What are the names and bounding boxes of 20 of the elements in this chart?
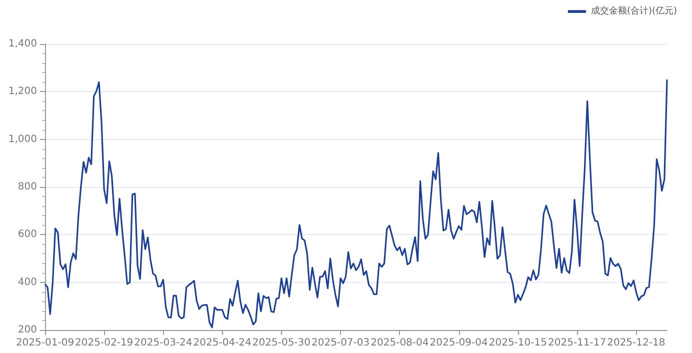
x-tick-label: 2025-04-24 <box>193 338 252 348</box>
x-tick-label: 2025-03-24 <box>134 338 192 348</box>
x-tick-label: 2025-10-15 <box>488 338 547 348</box>
y-tick-label: 1,200 <box>8 86 37 98</box>
y-tick-label: 1,400 <box>8 38 37 50</box>
x-tick-label: 2025-11-17 <box>548 338 606 348</box>
y-tick-label: 1,000 <box>8 134 37 145</box>
legend-label: 成交金额(合计)(亿元) <box>590 6 677 16</box>
line-series <box>44 78 668 328</box>
y-tick-label: 600 <box>18 229 37 240</box>
x-tick-label: 2025-01-09 <box>16 338 74 348</box>
y-tick-label: 400 <box>18 276 37 288</box>
x-tick-label: 2025-07-03 <box>312 338 370 348</box>
x-tick-label: 2025-02-19 <box>75 338 134 348</box>
y-tick-label: 800 <box>18 182 37 192</box>
x-tick-label: 2025-05-30 <box>252 338 311 348</box>
x-tick-label: 2025-12-18 <box>607 338 666 348</box>
x-tick-label: 2025-08-04 <box>370 338 429 348</box>
y-tick-label: 200 <box>18 324 37 336</box>
x-tick-label: 2025-09-04 <box>430 338 488 348</box>
